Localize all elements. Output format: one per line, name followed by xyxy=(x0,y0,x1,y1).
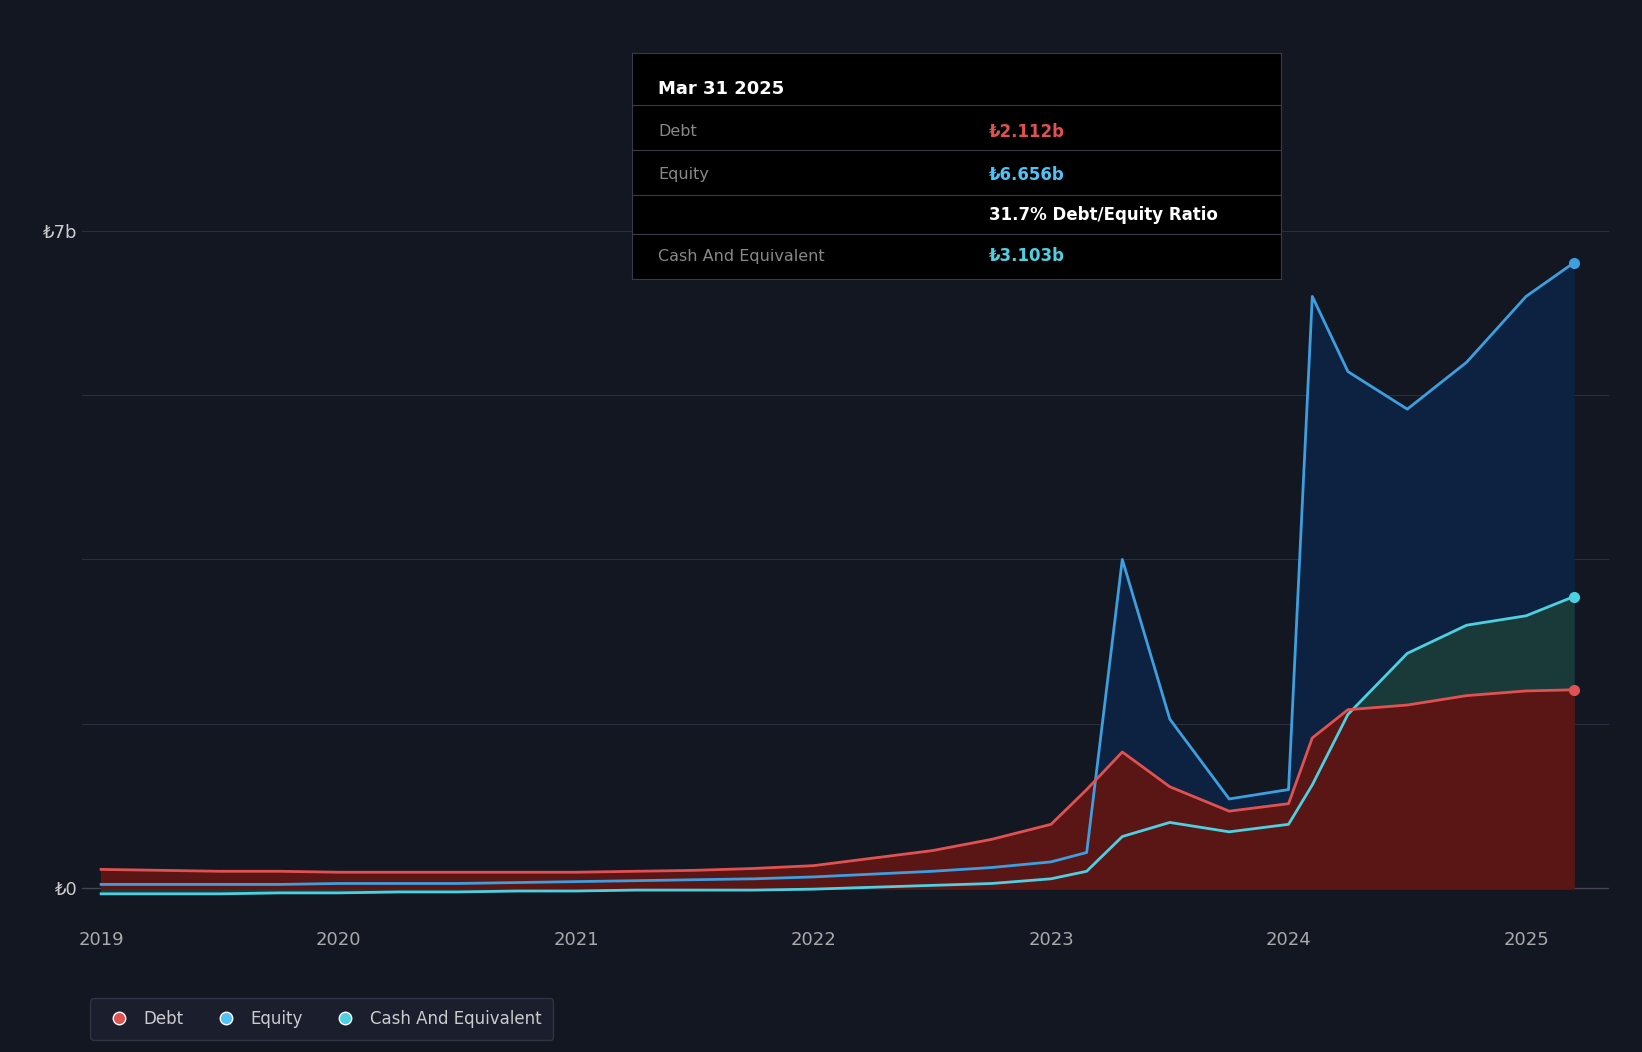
Text: Mar 31 2025: Mar 31 2025 xyxy=(658,80,785,98)
Text: Debt: Debt xyxy=(658,124,696,139)
Text: Equity: Equity xyxy=(658,167,709,182)
Text: ₺2.112b: ₺2.112b xyxy=(988,123,1066,141)
Legend: Debt, Equity, Cash And Equivalent: Debt, Equity, Cash And Equivalent xyxy=(90,998,553,1039)
Text: ₺3.103b: ₺3.103b xyxy=(988,247,1066,265)
Text: Cash And Equivalent: Cash And Equivalent xyxy=(658,248,824,264)
Text: 31.7% Debt/Equity Ratio: 31.7% Debt/Equity Ratio xyxy=(988,206,1218,224)
Text: ₺6.656b: ₺6.656b xyxy=(988,166,1064,184)
